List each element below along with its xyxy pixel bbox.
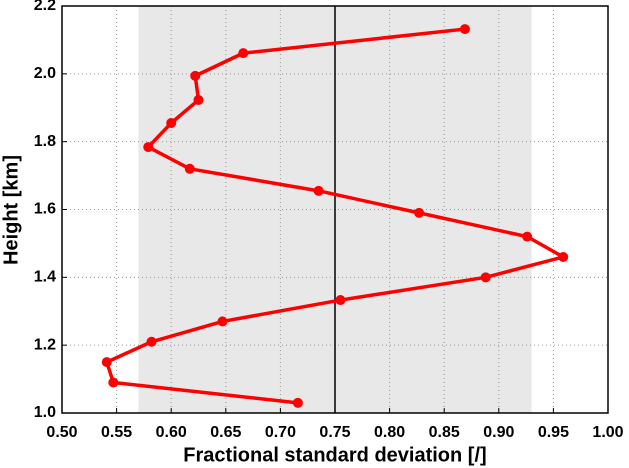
x-tick-label: 0.55 bbox=[101, 424, 132, 441]
x-tick-label: 0.70 bbox=[265, 424, 296, 441]
x-tick-label: 0.95 bbox=[538, 424, 569, 441]
y-tick-label: 1.2 bbox=[34, 336, 56, 353]
data-point bbox=[217, 316, 228, 327]
data-point bbox=[166, 118, 177, 129]
data-point bbox=[108, 377, 119, 388]
data-point bbox=[480, 272, 491, 283]
x-tick-label: 0.85 bbox=[429, 424, 460, 441]
data-point bbox=[335, 295, 346, 306]
data-point bbox=[190, 70, 201, 81]
data-point bbox=[193, 94, 204, 105]
data-point bbox=[522, 231, 533, 242]
x-tick-label: 0.65 bbox=[210, 424, 241, 441]
data-point bbox=[146, 336, 157, 347]
y-tick-label: 2.0 bbox=[34, 65, 56, 82]
y-tick-label: 1.4 bbox=[34, 269, 56, 286]
x-tick-label: 0.60 bbox=[156, 424, 187, 441]
x-tick-label: 0.80 bbox=[374, 424, 405, 441]
data-point bbox=[459, 24, 470, 35]
data-point bbox=[184, 163, 195, 174]
data-point bbox=[101, 357, 112, 368]
data-point bbox=[558, 251, 569, 262]
y-tick-label: 2.2 bbox=[34, 0, 56, 14]
data-point bbox=[313, 185, 324, 196]
data-point bbox=[143, 142, 154, 153]
x-tick-label: 1.00 bbox=[592, 424, 623, 441]
x-axis-label: Fractional standard deviation [/] bbox=[183, 444, 486, 466]
y-tick-label: 1.0 bbox=[34, 404, 56, 421]
x-tick-label: 0.50 bbox=[46, 424, 77, 441]
data-point bbox=[238, 48, 249, 59]
data-point bbox=[414, 207, 425, 218]
y-tick-label: 1.6 bbox=[34, 201, 56, 218]
y-axis-label: Height [km] bbox=[0, 155, 22, 265]
x-tick-label: 0.90 bbox=[483, 424, 514, 441]
data-point bbox=[292, 397, 303, 408]
y-tick-label: 1.8 bbox=[34, 133, 56, 150]
x-tick-label: 0.75 bbox=[319, 424, 350, 441]
plot-frame bbox=[61, 5, 609, 414]
